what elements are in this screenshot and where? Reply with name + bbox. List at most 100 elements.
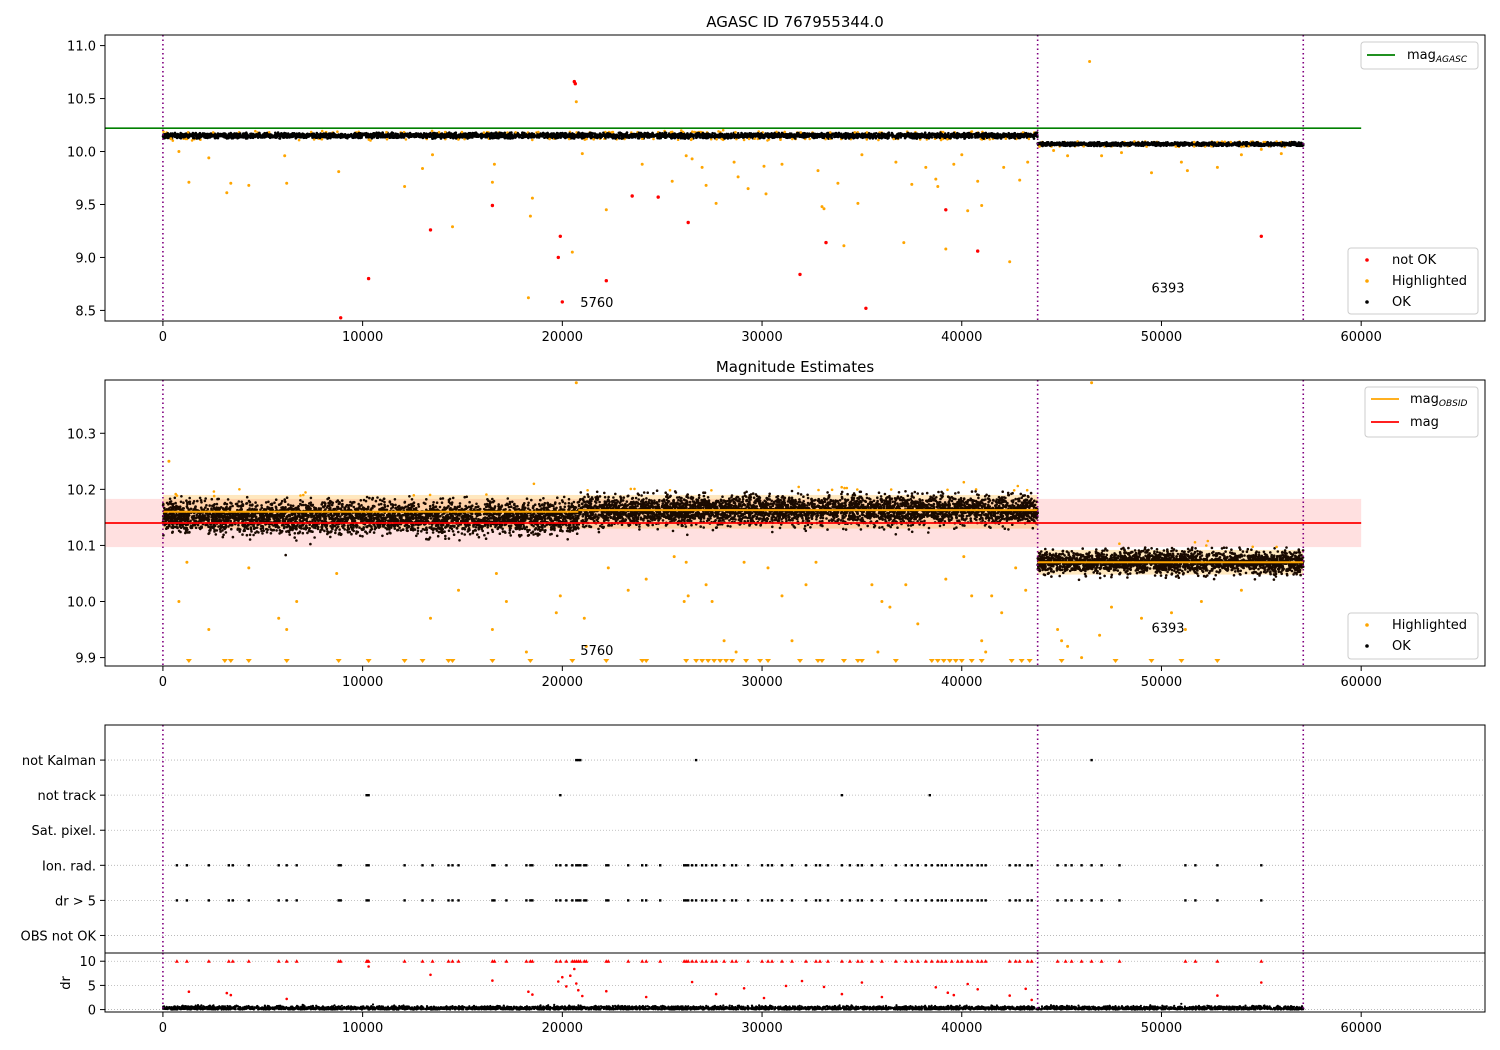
agasc-ok-point <box>162 130 165 133</box>
agasc-ok-point <box>895 134 899 138</box>
agasc-ok-point <box>665 135 668 139</box>
agasc-ok-point <box>910 134 914 137</box>
agasc-ok-point <box>656 135 659 139</box>
agasc-ok-point <box>644 134 648 138</box>
agasc-ok-point <box>389 132 393 136</box>
agasc-ok-point <box>526 133 529 137</box>
agasc-ok-point <box>372 132 376 135</box>
agasc-ok-point <box>548 137 551 141</box>
agasc-ok-point <box>1027 137 1031 141</box>
agasc-ok-point <box>648 136 651 139</box>
agasc-ok-point <box>778 133 782 136</box>
agasc-ok-point <box>409 135 413 138</box>
agasc-ok-point <box>368 134 372 137</box>
agasc-ok-point <box>977 133 981 137</box>
agasc-ok-point <box>297 138 301 142</box>
agasc-ok-point <box>671 133 674 137</box>
figure-title: AGASC ID 767955344.0 <box>706 13 884 31</box>
agasc-ok-point <box>623 133 626 137</box>
agasc-ok-point <box>585 137 588 141</box>
agasc-ok-point <box>495 132 499 136</box>
agasc-ok-point <box>233 136 237 139</box>
agasc-ok-point <box>669 130 673 134</box>
agasc-ok-point <box>805 135 809 138</box>
agasc-ok-point <box>422 134 426 137</box>
agasc-ok-point <box>760 132 763 135</box>
agasc-ok-point <box>336 130 339 133</box>
agasc-ok-point <box>166 134 169 137</box>
agasc-ok-point <box>912 136 916 140</box>
agasc-ok-point <box>690 137 693 141</box>
agasc-ok-point <box>351 136 355 140</box>
agasc-ok-point <box>488 137 492 140</box>
agasc-ok-point <box>384 134 388 138</box>
agasc-ok-point <box>755 133 758 137</box>
agasc-ok-point <box>1021 133 1025 136</box>
agasc-ok-point <box>316 133 320 136</box>
agasc-ok-point <box>750 135 754 138</box>
agasc-ok-point <box>662 133 665 136</box>
agasc-ok-point <box>813 134 816 137</box>
agasc-ok-point <box>320 129 324 133</box>
agasc-ok-point <box>273 136 277 139</box>
agasc-ok-point <box>630 133 634 137</box>
agasc-ok-point <box>405 133 409 137</box>
agasc-ok-point <box>209 132 212 136</box>
agasc-points <box>161 60 1305 320</box>
agasc-ok-point <box>553 134 557 138</box>
agasc-ok-point <box>1018 136 1022 139</box>
agasc-ok-point <box>1036 135 1039 139</box>
agasc-ok-point <box>853 131 857 134</box>
agasc-ok-point <box>880 132 883 136</box>
agasc-ok-point <box>579 134 582 138</box>
agasc-ok-point <box>946 138 949 141</box>
agasc-ok-point <box>821 136 824 139</box>
agasc-ok-point <box>187 136 190 139</box>
agasc-ok-point <box>617 135 620 139</box>
agasc-ok-point <box>892 137 895 141</box>
agasc-ok-point <box>530 132 534 135</box>
agasc-ok-point <box>1010 132 1013 136</box>
agasc-ok-point <box>588 131 592 135</box>
agasc-ok-point <box>359 136 362 140</box>
agasc-ok-point <box>991 135 994 139</box>
agasc-ok-point <box>445 133 449 136</box>
agasc-ok-point <box>531 138 534 142</box>
agasc-ok-point <box>457 135 460 138</box>
agasc-ok-point <box>247 134 251 138</box>
agasc-ok-point <box>563 131 567 135</box>
agasc-ok-point <box>556 135 560 138</box>
agasc-ok-point <box>938 136 942 140</box>
agasc-ok-point <box>197 133 200 136</box>
agasc-ok-point <box>255 133 258 137</box>
agasc-ok-point <box>853 134 856 138</box>
agasc-ok-point <box>433 137 437 140</box>
agasc-ok-point <box>778 136 782 139</box>
agasc-ok-point <box>600 135 604 138</box>
agasc-ok-point <box>873 135 877 139</box>
agasc-ok-point <box>862 134 865 137</box>
agasc-ok-point <box>250 132 254 136</box>
agasc-ok-point <box>230 132 233 136</box>
agasc-ok-point <box>453 133 457 137</box>
agasc-ok-point <box>281 134 285 138</box>
agasc-ok-point <box>498 131 502 135</box>
agasc-ok-point <box>419 132 423 135</box>
agasc-ok-point <box>726 134 730 138</box>
agasc-ok-point <box>830 134 833 138</box>
agasc-ok-point <box>460 135 464 138</box>
agasc-ok-point <box>780 131 784 135</box>
agasc-ok-point <box>218 132 222 136</box>
agasc-ok-point <box>701 136 705 140</box>
agasc-ok-point <box>522 133 525 136</box>
magest-title: Magnitude Estimates <box>716 358 874 376</box>
agasc-ok-point <box>398 136 402 139</box>
agasc-ok-point <box>404 138 408 141</box>
agasc-ok-point <box>588 134 591 138</box>
agasc-ok-point <box>171 139 175 142</box>
agasc-ok-point <box>333 134 337 138</box>
agasc-ok-point <box>571 133 575 136</box>
agasc-ok-point <box>934 134 937 137</box>
agasc-ok-point <box>474 133 478 137</box>
agasc-ok-point <box>640 135 644 138</box>
